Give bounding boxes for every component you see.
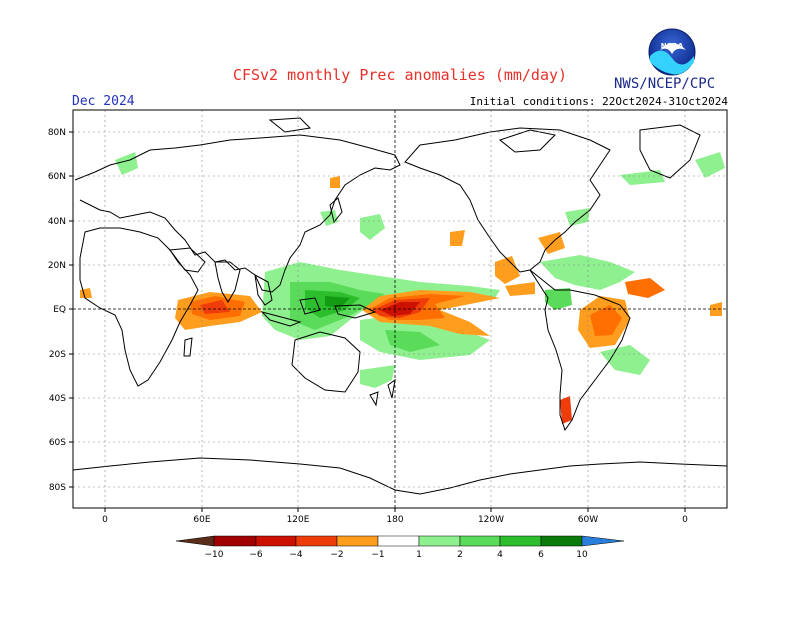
colorbar-segment	[540, 535, 583, 547]
colorbar-label: 10	[576, 550, 588, 560]
lat-tick-label: 60N	[48, 172, 66, 182]
colorbar-segment	[377, 535, 420, 547]
agency-label: NWS/NCEP/CPC	[614, 76, 716, 92]
colorbar-segment	[255, 535, 297, 547]
colorbar-label: −4	[289, 550, 303, 560]
colorbar-label: 2	[457, 550, 463, 560]
lat-tick-label: EQ	[53, 305, 66, 315]
noaa-logo-icon: NOAA	[648, 28, 696, 76]
colorbar-arrow-high	[581, 535, 625, 547]
colorbar-label: 6	[538, 550, 544, 560]
colorbar-arrow-low	[175, 535, 215, 547]
lat-tick-label: 20S	[49, 350, 66, 360]
colorbar-segment	[499, 535, 542, 547]
colorbar-label: 1	[416, 550, 422, 560]
colorbar-label: −6	[249, 550, 263, 560]
lon-tick-label: 60W	[578, 515, 598, 525]
coastlines	[73, 117, 727, 495]
colorbar-label: −2	[330, 550, 343, 560]
lon-axis: 0 60E 120E 180 120W 60W 0	[102, 508, 688, 525]
map-contents	[73, 110, 727, 508]
initial-conditions-label: Initial conditions: 22Oct2024-31Oct2024	[469, 95, 728, 108]
colorbar-segment	[336, 535, 379, 547]
lat-tick-label: 20N	[48, 261, 66, 271]
colorbar-segment	[418, 535, 461, 547]
lon-tick-label: 180	[386, 515, 403, 525]
lat-tick-label: 40S	[49, 394, 66, 404]
colorbar-label: −1	[371, 550, 384, 560]
lon-tick-label: 120E	[287, 515, 310, 525]
colorbar-segment	[213, 535, 257, 547]
colorbar-segment	[295, 535, 338, 547]
lat-axis: 80N 60N 40N 20N EQ 20S 40S 60S 80S	[48, 128, 73, 493]
lon-tick-label: 120W	[478, 515, 504, 525]
chart-title: CFSv2 monthly Prec anomalies (mm/day)	[232, 66, 568, 84]
logo-text: NOAA	[661, 42, 684, 50]
lon-tick-label: 60E	[193, 515, 210, 525]
lon-tick-label: 0	[682, 515, 688, 525]
lat-tick-label: 40N	[48, 217, 66, 227]
equator-dateline	[73, 110, 727, 508]
colorbar-segment	[459, 535, 501, 547]
colorbar: −10 −6 −4 −2 −1 1 2 4 6 10	[175, 535, 625, 560]
lat-tick-label: 80N	[48, 128, 66, 138]
lon-tick-label: 0	[102, 515, 108, 525]
graticule	[73, 110, 727, 508]
lat-tick-label: 60S	[49, 438, 66, 448]
colorbar-label: 4	[497, 550, 503, 560]
valid-month-label: Dec 2024	[72, 94, 135, 109]
lat-tick-label: 80S	[49, 483, 66, 493]
colorbar-label: −10	[205, 550, 224, 560]
